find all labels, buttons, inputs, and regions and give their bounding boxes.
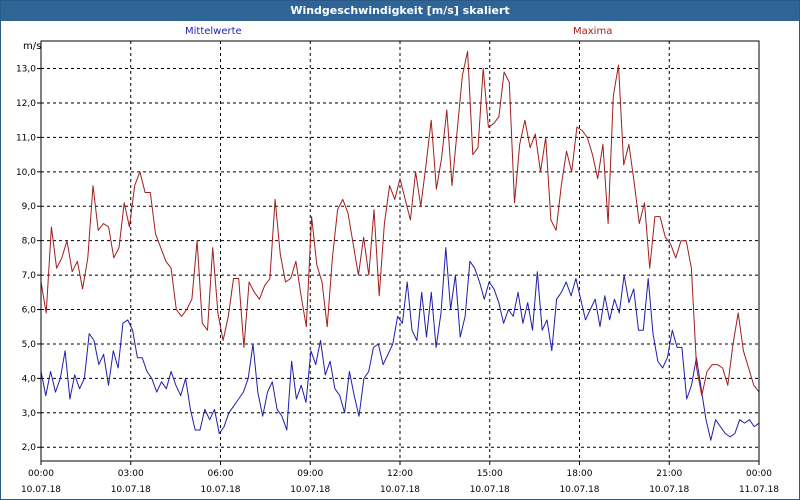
y-tick-label: 3,0	[22, 409, 37, 419]
series-line-maxima	[40, 50, 760, 397]
plot-border	[40, 40, 760, 462]
x-tick-date-label: 10.07.18	[470, 485, 510, 495]
y-tick-label: 13,0	[16, 65, 36, 75]
x-tick-date-label: 10.07.18	[649, 485, 689, 495]
x-tick-time-label: 00:00	[28, 469, 54, 479]
x-tick-time-label: 09:00	[297, 469, 323, 479]
x-tick-time-label: 12:00	[387, 469, 413, 479]
x-tick-time-label: 03:00	[118, 469, 144, 479]
x-tick-date-label: 10.07.18	[200, 485, 240, 495]
y-tick-label: 10,0	[16, 168, 36, 178]
x-tick-date-label: 10.07.18	[21, 485, 61, 495]
x-tick-time-label: 15:00	[477, 469, 503, 479]
y-tick-label: 7,0	[22, 271, 37, 281]
x-tick-time-label: 21:00	[656, 469, 682, 479]
chart-title: Windgeschwindigkeit [m/s] skaliert	[1, 1, 799, 21]
legend-maxima: Maxima	[573, 26, 613, 37]
y-axis-ticks: 2,0 3,0 4,0 5,0 6,0 7,0 8,0 9,0 10,0 11,0 12,0 13,0	[16, 65, 41, 453]
y-tick-label: 4,0	[22, 374, 37, 384]
x-tick-date-label: 10.07.18	[380, 485, 420, 495]
x-tick-time-label: 00:00	[746, 469, 772, 479]
series-lines	[40, 50, 760, 441]
x-tick-date-label: 10.07.18	[111, 485, 151, 495]
y-tick-label: 11,0	[16, 133, 36, 143]
x-tick-date-label: 10.07.18	[290, 485, 330, 495]
y-tick-label: 6,0	[22, 306, 37, 316]
legend-mittelwerte: Mittelwerte	[185, 26, 242, 37]
y-tick-label: 8,0	[22, 237, 37, 247]
x-tick-time-label: 06:00	[208, 469, 234, 479]
x-tick-time-label: 18:00	[567, 469, 593, 479]
y-tick-label: 2,0	[22, 443, 37, 453]
series-line-mittelwerte	[40, 247, 760, 441]
x-axis-ticks: 00:00 10.07.18 03:00 10.07.18 06:00 10.07.18 0…	[21, 461, 779, 495]
x-tick-date-label: 10.07.18	[559, 485, 599, 495]
y-tick-label: 12,0	[16, 99, 36, 109]
y-axis-unit-label: m/s	[23, 41, 42, 52]
x-tick-date-label: 11.07.18	[739, 485, 779, 495]
y-tick-label: 5,0	[22, 340, 37, 350]
y-tick-label: 9,0	[22, 202, 37, 212]
